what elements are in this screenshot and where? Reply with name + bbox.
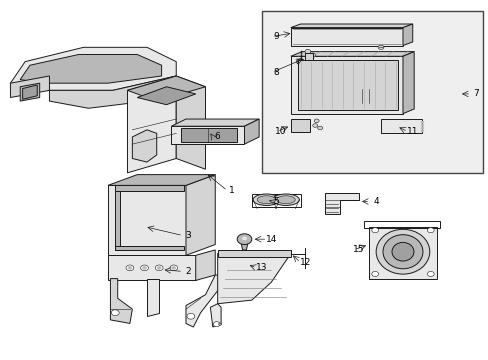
Polygon shape (195, 250, 215, 280)
Polygon shape (380, 119, 422, 134)
Polygon shape (10, 76, 49, 98)
Circle shape (157, 266, 161, 269)
Polygon shape (132, 130, 157, 162)
Text: 10: 10 (275, 127, 286, 136)
Circle shape (237, 234, 251, 244)
Text: 4: 4 (372, 197, 378, 206)
Text: 11: 11 (406, 127, 418, 136)
Polygon shape (290, 51, 413, 56)
Circle shape (317, 126, 322, 130)
Circle shape (309, 53, 315, 57)
Polygon shape (171, 119, 259, 126)
Polygon shape (298, 60, 397, 110)
Ellipse shape (257, 196, 275, 204)
Circle shape (213, 321, 220, 327)
Polygon shape (217, 253, 290, 304)
Polygon shape (325, 193, 358, 214)
Polygon shape (110, 279, 132, 323)
Polygon shape (22, 85, 37, 99)
Circle shape (305, 49, 310, 54)
Circle shape (126, 265, 134, 271)
Circle shape (186, 314, 194, 319)
Polygon shape (176, 76, 205, 169)
Circle shape (371, 228, 378, 233)
Circle shape (314, 119, 319, 123)
Polygon shape (217, 250, 290, 257)
Polygon shape (137, 87, 195, 105)
Polygon shape (290, 119, 310, 132)
Polygon shape (115, 246, 183, 250)
Polygon shape (290, 24, 412, 28)
Text: 6: 6 (214, 132, 220, 141)
Circle shape (420, 124, 423, 126)
Text: 5: 5 (273, 197, 279, 206)
Polygon shape (290, 28, 402, 45)
Circle shape (377, 45, 383, 49)
Circle shape (128, 266, 132, 269)
Polygon shape (20, 54, 161, 83)
Ellipse shape (272, 194, 299, 206)
Polygon shape (108, 175, 215, 185)
Ellipse shape (391, 242, 413, 261)
Text: 15: 15 (353, 246, 364, 255)
Circle shape (278, 252, 283, 255)
Circle shape (312, 124, 317, 127)
Circle shape (155, 265, 163, 271)
Circle shape (427, 228, 433, 233)
Circle shape (239, 252, 244, 255)
Polygon shape (244, 119, 259, 144)
Text: 8: 8 (273, 68, 279, 77)
Circle shape (371, 271, 378, 276)
Text: 12: 12 (299, 258, 310, 267)
Circle shape (142, 266, 146, 269)
Polygon shape (108, 185, 185, 255)
Polygon shape (20, 83, 40, 101)
Ellipse shape (276, 196, 295, 204)
Polygon shape (402, 24, 412, 45)
Polygon shape (290, 56, 402, 114)
Circle shape (427, 271, 433, 276)
Circle shape (420, 130, 423, 132)
Ellipse shape (382, 235, 422, 269)
Polygon shape (368, 226, 436, 279)
Text: 3: 3 (185, 231, 191, 240)
Bar (261, 12, 483, 173)
Circle shape (420, 127, 423, 129)
Polygon shape (181, 128, 237, 142)
Polygon shape (127, 76, 176, 173)
Polygon shape (147, 279, 159, 316)
Text: 14: 14 (265, 235, 276, 244)
Polygon shape (305, 53, 312, 60)
Polygon shape (402, 51, 413, 114)
Polygon shape (127, 76, 205, 101)
Circle shape (296, 59, 304, 64)
Polygon shape (115, 191, 120, 250)
Polygon shape (185, 275, 220, 327)
Polygon shape (108, 255, 195, 280)
Circle shape (169, 265, 177, 271)
Text: 1: 1 (229, 186, 235, 195)
Polygon shape (241, 243, 247, 250)
Circle shape (171, 266, 175, 269)
Text: 7: 7 (472, 89, 478, 98)
Polygon shape (115, 185, 183, 191)
Circle shape (254, 252, 259, 255)
Text: 13: 13 (255, 264, 267, 273)
Polygon shape (210, 304, 221, 327)
Text: 2: 2 (185, 267, 191, 276)
Ellipse shape (252, 194, 279, 206)
Circle shape (242, 237, 246, 240)
Circle shape (111, 310, 119, 316)
Polygon shape (171, 126, 244, 144)
Circle shape (224, 252, 229, 255)
Circle shape (268, 252, 273, 255)
Text: 9: 9 (273, 32, 279, 41)
Polygon shape (10, 47, 176, 90)
Ellipse shape (375, 229, 429, 274)
Circle shape (420, 121, 423, 123)
Circle shape (218, 323, 221, 325)
Polygon shape (185, 175, 215, 255)
Circle shape (141, 265, 148, 271)
Polygon shape (49, 76, 176, 108)
